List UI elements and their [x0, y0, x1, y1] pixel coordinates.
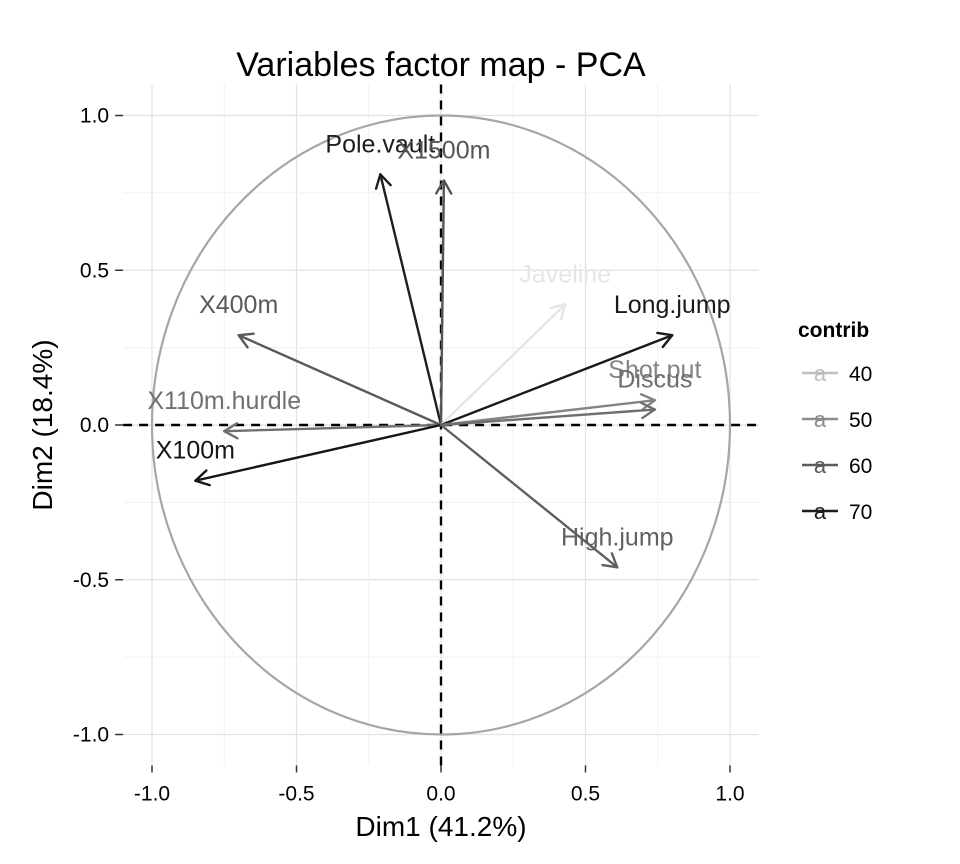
x-tick-label: 1.0: [715, 782, 744, 805]
chart-title: Variables factor map - PCA: [236, 46, 646, 84]
arrow-x110m-hurdle: [223, 422, 443, 440]
legend: contrib a 40 a 50 a 60 a 70: [798, 319, 872, 524]
arrow-x400m: [237, 332, 443, 427]
legend-entry: a 70: [802, 499, 872, 524]
variable-label: X1500m: [397, 136, 490, 164]
x-tick-label: -0.5: [278, 782, 314, 805]
y-axis-title: Dim2 (18.4%): [27, 339, 58, 510]
x-tick-label: 0.0: [426, 782, 455, 805]
y-tick-label: -0.5: [73, 569, 109, 592]
legend-label: 50: [849, 409, 872, 432]
y-tick-label: -1.0: [73, 724, 109, 747]
variable-arrows: [194, 173, 674, 569]
variable-label: X400m: [199, 291, 278, 319]
y-tick-label: 0.5: [80, 259, 109, 282]
variable-label: Pole.vault: [325, 130, 435, 158]
x-axis: -1.0 -0.5 0.0 0.5 1.0: [134, 765, 745, 805]
legend-label: 60: [849, 455, 872, 478]
arrow-javeline: [439, 303, 567, 427]
legend-entry: a 60: [802, 453, 872, 478]
arrow-discus: [439, 401, 657, 427]
legend-key-glyph: a: [814, 407, 827, 432]
legend-key-glyph: a: [814, 453, 827, 478]
legend-key-glyph: a: [814, 499, 827, 524]
arrow-x1500m: [435, 179, 453, 427]
y-tick-label: 1.0: [80, 105, 109, 128]
legend-key-glyph: a: [814, 361, 827, 386]
legend-entry: a 50: [802, 407, 872, 432]
legend-label: 70: [849, 501, 872, 524]
variable-label: Shot.put: [608, 356, 701, 384]
arrow-long-jump: [439, 331, 674, 427]
arrow-pole-vault: [374, 173, 443, 427]
legend-title: contrib: [798, 319, 869, 342]
variable-label: High.jump: [561, 523, 674, 551]
y-tick-label: 0.0: [80, 414, 109, 437]
variable-label: Javeline: [519, 260, 611, 288]
variable-label: X100m: [156, 437, 235, 465]
y-axis: -1.0 -0.5 0.0 0.5 1.0: [73, 105, 124, 747]
arrow-shot-put: [439, 393, 657, 427]
legend-entry: a 40: [802, 361, 872, 386]
correlation-circle: [150, 114, 732, 736]
variable-label: X110m.hurdle: [147, 387, 301, 415]
legend-label: 40: [849, 363, 872, 386]
arrow-high-jump: [439, 423, 619, 569]
x-tick-label: 0.5: [571, 782, 600, 805]
variable-label: Discus: [617, 366, 692, 394]
unit-circle: [150, 114, 732, 736]
x-axis-title: Dim1 (41.2%): [355, 811, 526, 842]
variable-label: Long.jump: [614, 291, 731, 319]
arrow-x100m: [194, 423, 443, 487]
x-tick-label: -1.0: [134, 782, 170, 805]
